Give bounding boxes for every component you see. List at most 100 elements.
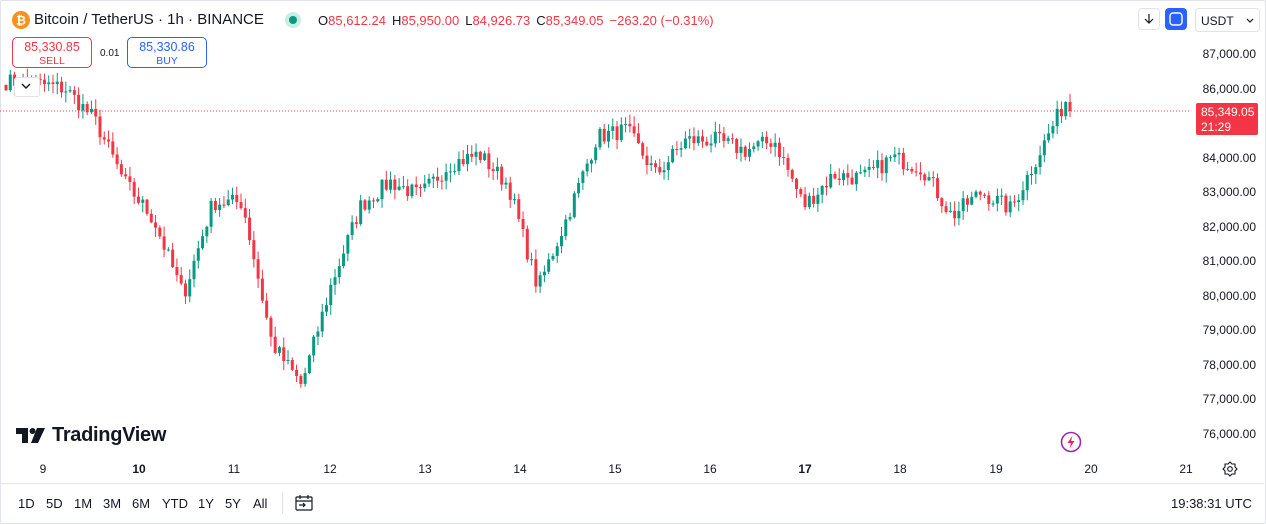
sell-label: SELL [39, 55, 65, 67]
candle [923, 172, 927, 186]
candle [1025, 170, 1029, 201]
symbol-title[interactable]: Bitcoin / TetherUS · 1h · BINANCE [34, 11, 264, 28]
period-button-ytd[interactable]: YTD [162, 496, 188, 511]
candle [940, 196, 944, 214]
candle [55, 72, 59, 95]
scroll-down-button[interactable] [1138, 8, 1160, 30]
candle [782, 146, 786, 165]
candle [440, 175, 444, 190]
time-axis-label: 10 [132, 462, 146, 476]
candle [1068, 93, 1072, 118]
candle [248, 208, 252, 245]
period-button-5y[interactable]: 5Y [225, 496, 241, 511]
candle [577, 177, 581, 198]
candle [273, 326, 277, 355]
price-axis-label: 87,000.00 [1202, 47, 1256, 61]
candle [564, 214, 568, 241]
time-axis-label: 18 [893, 462, 907, 476]
time-axis-label: 19 [989, 462, 1003, 476]
currency-select[interactable]: USDT [1195, 8, 1260, 32]
time-axis-label: 16 [703, 462, 717, 476]
candle [465, 145, 469, 172]
candle [324, 297, 328, 317]
date-range-icon[interactable] [294, 493, 314, 513]
chevron-down-icon [21, 83, 31, 89]
candle [765, 131, 769, 150]
candle [607, 124, 611, 148]
candle [666, 155, 670, 181]
period-button-3m[interactable]: 3M [103, 496, 122, 511]
candle [517, 193, 521, 222]
candle [260, 269, 264, 304]
dot-separator: · [157, 11, 163, 28]
candle [162, 226, 166, 258]
legend-collapse-button[interactable] [14, 77, 40, 97]
candle [547, 253, 551, 275]
market-open-indicator[interactable] [285, 12, 301, 28]
sell-button[interactable]: 85,330.85 SELL [12, 37, 92, 68]
candle [444, 163, 448, 190]
utc-clock[interactable]: 19:38:31 UTC [1171, 496, 1252, 511]
buy-price: 85,330.86 [139, 40, 195, 54]
price-axis-label: 81,000.00 [1202, 254, 1256, 268]
candle [371, 197, 375, 209]
candle [812, 187, 816, 208]
candle [692, 127, 696, 151]
candle [594, 144, 598, 164]
candle [474, 143, 478, 166]
period-button-1y[interactable]: 1Y [198, 496, 214, 511]
candle [752, 142, 756, 153]
ohlc-high: 85,950.00 [401, 13, 460, 28]
candle [876, 150, 880, 179]
candle [936, 173, 940, 201]
candle [115, 147, 119, 170]
ohlc-close: 85,349.05 [545, 13, 604, 28]
candle [380, 179, 384, 208]
symbol-interval: 1h [167, 11, 184, 28]
candle [730, 133, 734, 144]
candle [705, 136, 709, 147]
period-button-1m[interactable]: 1M [74, 496, 93, 511]
settings-icon[interactable] [1222, 461, 1238, 477]
buy-label: BUY [156, 55, 178, 67]
candle [965, 194, 969, 212]
candle [901, 147, 905, 176]
time-axis-label: 17 [798, 462, 812, 476]
candle [393, 174, 397, 200]
period-button-5d[interactable]: 5D [46, 496, 63, 511]
candle [679, 141, 683, 158]
candle [718, 123, 722, 143]
watermark-text: TradingView [52, 424, 167, 446]
candle [978, 190, 982, 201]
candle [307, 354, 311, 375]
candle [611, 118, 615, 140]
candle [453, 163, 457, 175]
candle [538, 271, 542, 293]
flash-icon[interactable] [1060, 431, 1082, 453]
candle [807, 192, 811, 210]
candle [927, 171, 931, 182]
period-button-1d[interactable]: 1D [18, 496, 35, 511]
period-button-6m[interactable]: 6M [132, 496, 151, 511]
candle [192, 254, 196, 288]
price-chart[interactable] [0, 38, 1190, 458]
candle [1008, 195, 1012, 217]
candle [589, 158, 593, 173]
time-axis-label: 9 [39, 462, 47, 476]
candle [4, 84, 8, 91]
candle [1030, 166, 1034, 185]
candle [850, 169, 854, 186]
candle [889, 155, 893, 162]
period-button-all[interactable]: All [253, 496, 268, 511]
fit-content-button[interactable] [1165, 8, 1187, 30]
candle [619, 117, 623, 142]
buy-button[interactable]: 85,330.86 BUY [127, 37, 207, 68]
candle [436, 167, 440, 188]
candle [829, 163, 833, 189]
candle [470, 145, 474, 162]
tradingview-logo-icon [16, 428, 45, 443]
candle [1064, 101, 1068, 120]
price-axis-label: 78,000.00 [1202, 357, 1256, 372]
time-axis-label: 20 [1084, 462, 1098, 476]
candle [145, 198, 149, 216]
